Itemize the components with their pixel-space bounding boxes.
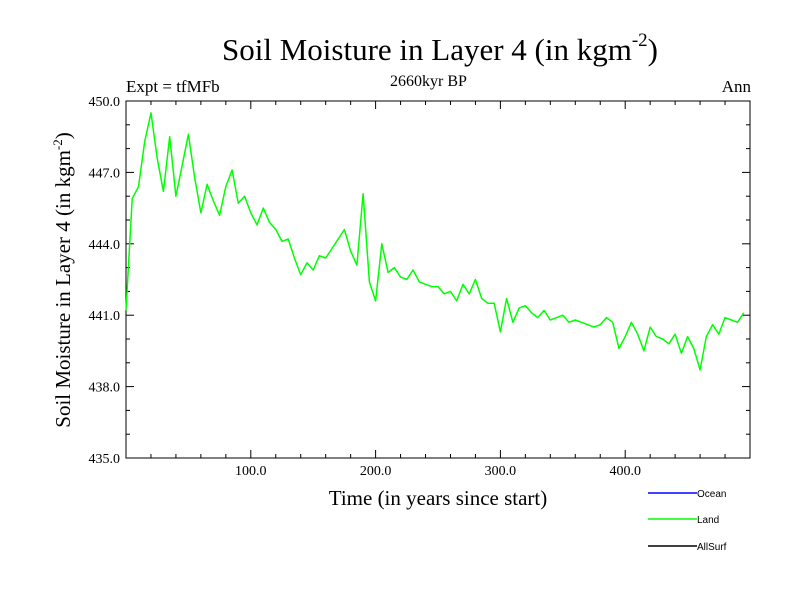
plot-frame [125,100,751,459]
y-tick-label: 444.0 [89,238,121,253]
y-tick-label: 447.0 [89,166,121,181]
experiment-label: Expt = tfMFb [126,77,220,96]
legend-item-land: Land [648,515,719,526]
legend-item-allsurf: AllSurf [648,542,727,553]
legend-label-allsurf: AllSurf [697,542,727,553]
x-tick-label: 100.0 [235,464,267,479]
axis-ticks [126,101,750,458]
season-label: Ann [721,77,751,96]
series-line-land [125,112,745,371]
chart-subtitle: 2660kyr BP [390,73,467,90]
legend-item-ocean: Ocean [648,489,726,500]
chart-title-exponent: -2 [631,30,648,51]
x-axis-title: Time (in years since start) [329,486,548,510]
y-tick-label: 438.0 [89,381,121,396]
x-tick-labels: 100.0 200.0 300.0 400.0 [235,464,641,479]
y-axis-title-exponent: -2 [50,139,65,150]
legend: Ocean Land AllSurf [648,489,727,553]
x-tick-label: 200.0 [360,464,392,479]
y-tick-labels: 435.0 438.0 441.0 444.0 447.0 450.0 [89,95,121,467]
y-tick-label: 441.0 [89,309,121,324]
legend-label-land: Land [697,515,719,526]
y-tick-label: 450.0 [89,95,121,110]
legend-label-ocean: Ocean [697,489,726,500]
x-tick-label: 400.0 [609,464,641,479]
y-tick-label: 435.0 [89,452,121,467]
chart-title: Soil Moisture in Layer 4 (in kgm-2) [222,30,658,67]
x-tick-label: 300.0 [485,464,517,479]
y-axis-title: Soil Moisture in Layer 4 (in kgm-2) [50,132,75,427]
